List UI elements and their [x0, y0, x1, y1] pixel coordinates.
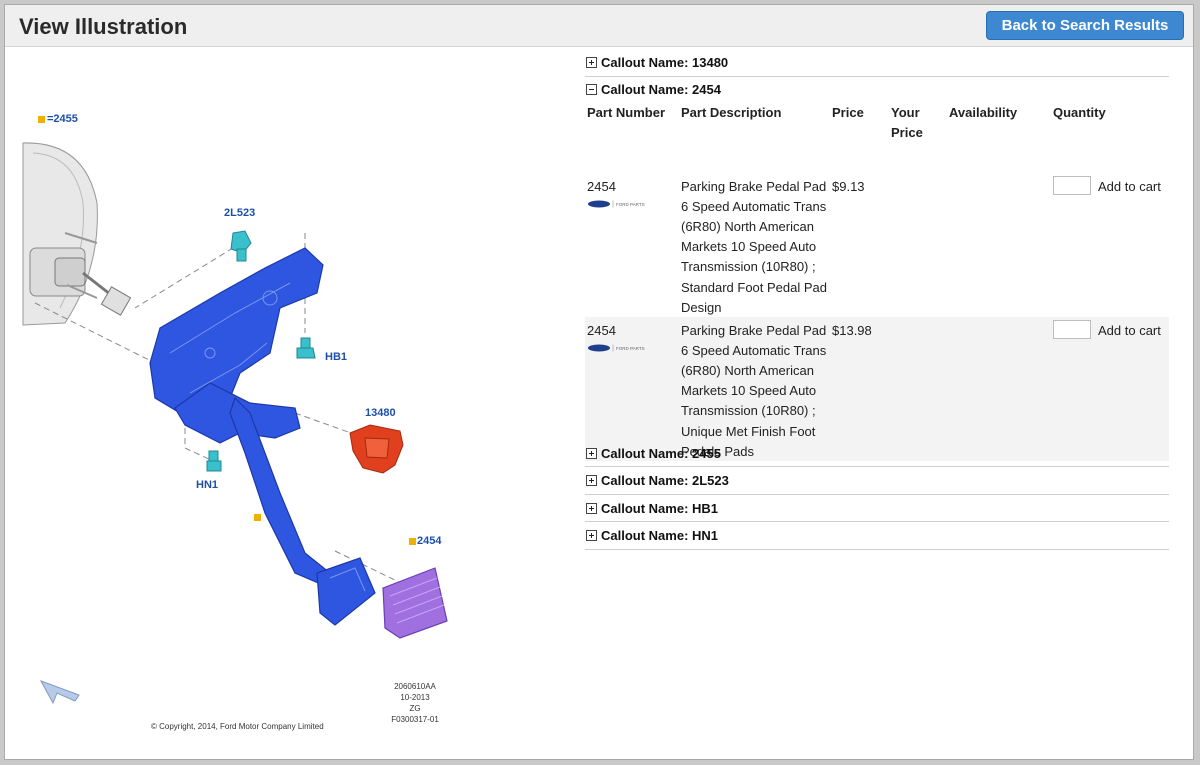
pedal-pad: [382, 567, 448, 639]
description-line: 6 Speed Automatic Trans: [681, 198, 827, 214]
description-line: Transmission (10R80) ;: [681, 403, 816, 419]
bolt-fasteners: [206, 230, 316, 472]
description-line: Transmission (10R80) ;: [681, 259, 816, 275]
callout-row-13480[interactable]: Callout Name: 13480: [585, 49, 1169, 77]
pedal-bracket: [149, 247, 376, 626]
table-row: 2454 FORD PARTS Parking Brake Pedal Pad …: [585, 173, 1169, 317]
description-line: (6R80) North American: [681, 218, 814, 234]
callout-name: Callout Name: 13480: [601, 55, 729, 70]
code-line: 2060610AA: [394, 682, 436, 691]
description-line: Design: [681, 299, 722, 315]
callout-panel: Callout Name: 13480 Callout Name: 2454 P…: [585, 49, 1169, 550]
callout-toggle[interactable]: Callout Name: 2455: [586, 446, 721, 461]
callout-name: Callout Name: 2L523: [601, 473, 729, 488]
bracket-highlights: [169, 282, 366, 592]
copyright-text: © Copyright, 2014, Ford Motor Company Li…: [151, 722, 324, 731]
table-row: 2454 FORD PARTS Parking Brake Pedal Pad …: [585, 316, 1169, 462]
expand-plus-icon[interactable]: [586, 502, 597, 514]
collapse-minus-icon[interactable]: [586, 83, 597, 95]
marker-pedal: [254, 514, 261, 521]
callout-row-hn1[interactable]: Callout Name: HN1: [585, 522, 1169, 550]
ford-parts-logo: FORD PARTS: [588, 344, 645, 351]
part-description: Parking Brake Pedal Pad 6 Speed Automati…: [681, 321, 836, 462]
column-header-part-description: Part Description: [681, 104, 782, 120]
column-header-quantity: Quantity: [1053, 104, 1106, 120]
callout-name: Callout Name: 2455: [601, 445, 721, 461]
expand-plus-icon[interactable]: [586, 447, 597, 459]
price: $9.13: [832, 178, 865, 194]
callout-row-2l523[interactable]: Callout Name: 2L523: [585, 467, 1169, 495]
marker-2455: [38, 116, 45, 123]
description-line: Unique Met Finish Foot: [681, 423, 816, 439]
expand-plus-icon[interactable]: [586, 475, 597, 486]
description-line: Standard Foot Pedal Pad: [681, 279, 827, 295]
brake-booster-drawing: [22, 142, 132, 326]
callout-toggle[interactable]: Callout Name: 2454: [586, 82, 721, 97]
pedal-switch: [349, 424, 404, 474]
callout-label-hn1[interactable]: HN1: [196, 479, 219, 491]
header-bar: View Illustration Back to Search Results: [5, 5, 1193, 47]
add-to-cart-link[interactable]: Add to cart: [1098, 178, 1161, 194]
callout-name: Callout Name: 2454: [601, 81, 721, 97]
quantity-input[interactable]: [1053, 319, 1091, 339]
add-to-cart-link[interactable]: Add to cart: [1098, 322, 1161, 338]
description-line: Pedals Pads: [681, 443, 754, 459]
marker-2454: [409, 538, 416, 545]
code-line: F0300317-01: [391, 715, 439, 724]
callout-toggle[interactable]: Callout Name: 13480: [586, 55, 728, 70]
part-description: Parking Brake Pedal Pad 6 Speed Automati…: [681, 177, 836, 318]
callout-label-hb1[interactable]: HB1: [325, 351, 348, 363]
column-header-part-number: Part Number: [587, 104, 666, 120]
callout-name: Callout Name: HN1: [601, 528, 719, 543]
callout-label-2455[interactable]: =2455: [47, 113, 78, 125]
your-price-line: Price: [891, 124, 923, 140]
pedal-assembly-drawing: [22, 142, 448, 705]
quantity-input[interactable]: [1053, 175, 1091, 195]
price: $13.98: [832, 322, 872, 338]
expand-plus-icon[interactable]: [586, 57, 597, 68]
column-header-availability: Availability: [949, 104, 1018, 120]
description-line: 6 Speed Automatic Trans: [681, 342, 827, 358]
description-line: (6R80) North American: [681, 362, 814, 378]
callout-row-2454-expanded: Callout Name: 2454 Part Number Part Desc…: [585, 77, 1169, 461]
page-title: View Illustration: [19, 14, 188, 39]
expand-plus-icon[interactable]: [586, 530, 597, 541]
ford-parts-text: FORD PARTS: [616, 202, 645, 207]
part-number: 2454: [587, 178, 616, 194]
ford-parts-text: FORD PARTS: [616, 346, 645, 351]
code-line: 10-2013: [400, 693, 430, 702]
back-to-search-results-button[interactable]: Back to Search Results: [986, 11, 1184, 40]
description-line: Parking Brake Pedal Pad: [681, 322, 827, 338]
ford-parts-logo: FORD PARTS: [588, 200, 645, 207]
callout-label-2l523[interactable]: 2L523: [224, 207, 256, 219]
navigation-arrow-icon: [39, 680, 80, 705]
callout-toggle[interactable]: Callout Name: HN1: [586, 528, 718, 543]
parts-illustration: =2455 2L523 HB1 13480 HN1 2454 2060610AA…: [5, 53, 565, 753]
your-price-line: Your: [891, 104, 920, 120]
column-header-your-price: Your Price: [891, 103, 923, 143]
callout-toggle[interactable]: Callout Name: 2L523: [586, 473, 729, 488]
description-line: Parking Brake Pedal Pad: [681, 178, 827, 194]
callout-row-hb1[interactable]: Callout Name: HB1: [585, 495, 1169, 522]
callout-name: Callout Name: HB1: [601, 500, 719, 516]
illustration-code: 2060610AA 10-2013 ZG F0300317-01: [385, 681, 445, 725]
code-line: ZG: [409, 704, 421, 713]
illustration-window: View Illustration Back to Search Results: [4, 4, 1194, 760]
description-line: Markets 10 Speed Auto: [681, 383, 817, 399]
callout-label-13480[interactable]: 13480: [365, 407, 396, 419]
callout-label-2454[interactable]: 2454: [417, 535, 442, 547]
callout-toggle[interactable]: Callout Name: HB1: [586, 501, 718, 516]
part-number: 2454: [587, 322, 616, 338]
callout-row-2455[interactable]: Callout Name: 2455: [585, 440, 1169, 467]
description-line: Markets 10 Speed Auto: [681, 239, 817, 255]
column-header-price: Price: [832, 104, 864, 120]
